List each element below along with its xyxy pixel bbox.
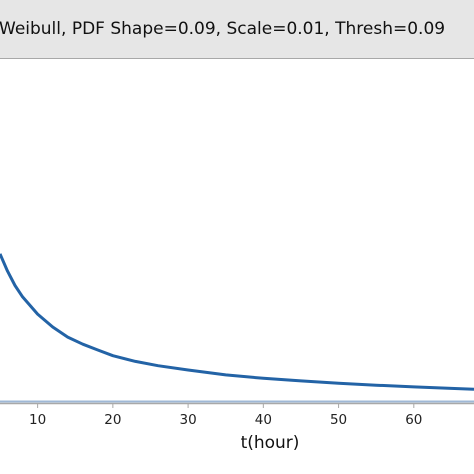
x-axis-label: t(hour) [241, 433, 300, 453]
x-tick-label-30: 30 [180, 412, 197, 428]
x-tick-label-10: 10 [29, 412, 46, 428]
plot-background [0, 59, 474, 401]
chart-title: Weibull, PDF Shape=0.09, Scale=0.01, Thr… [0, 19, 446, 39]
x-axis: 10 20 30 40 50 60 [0, 402, 474, 428]
x-tick-label-40: 40 [255, 412, 272, 428]
x-tick-label-50: 50 [330, 412, 347, 428]
series-line-0 [0, 253, 474, 391]
x-tick-label-60: 60 [405, 412, 422, 428]
title-bar: Weibull, PDF Shape=0.09, Scale=0.01, Thr… [0, 0, 474, 59]
series-layer [0, 253, 474, 403]
x-tick-label-20: 20 [104, 412, 121, 428]
